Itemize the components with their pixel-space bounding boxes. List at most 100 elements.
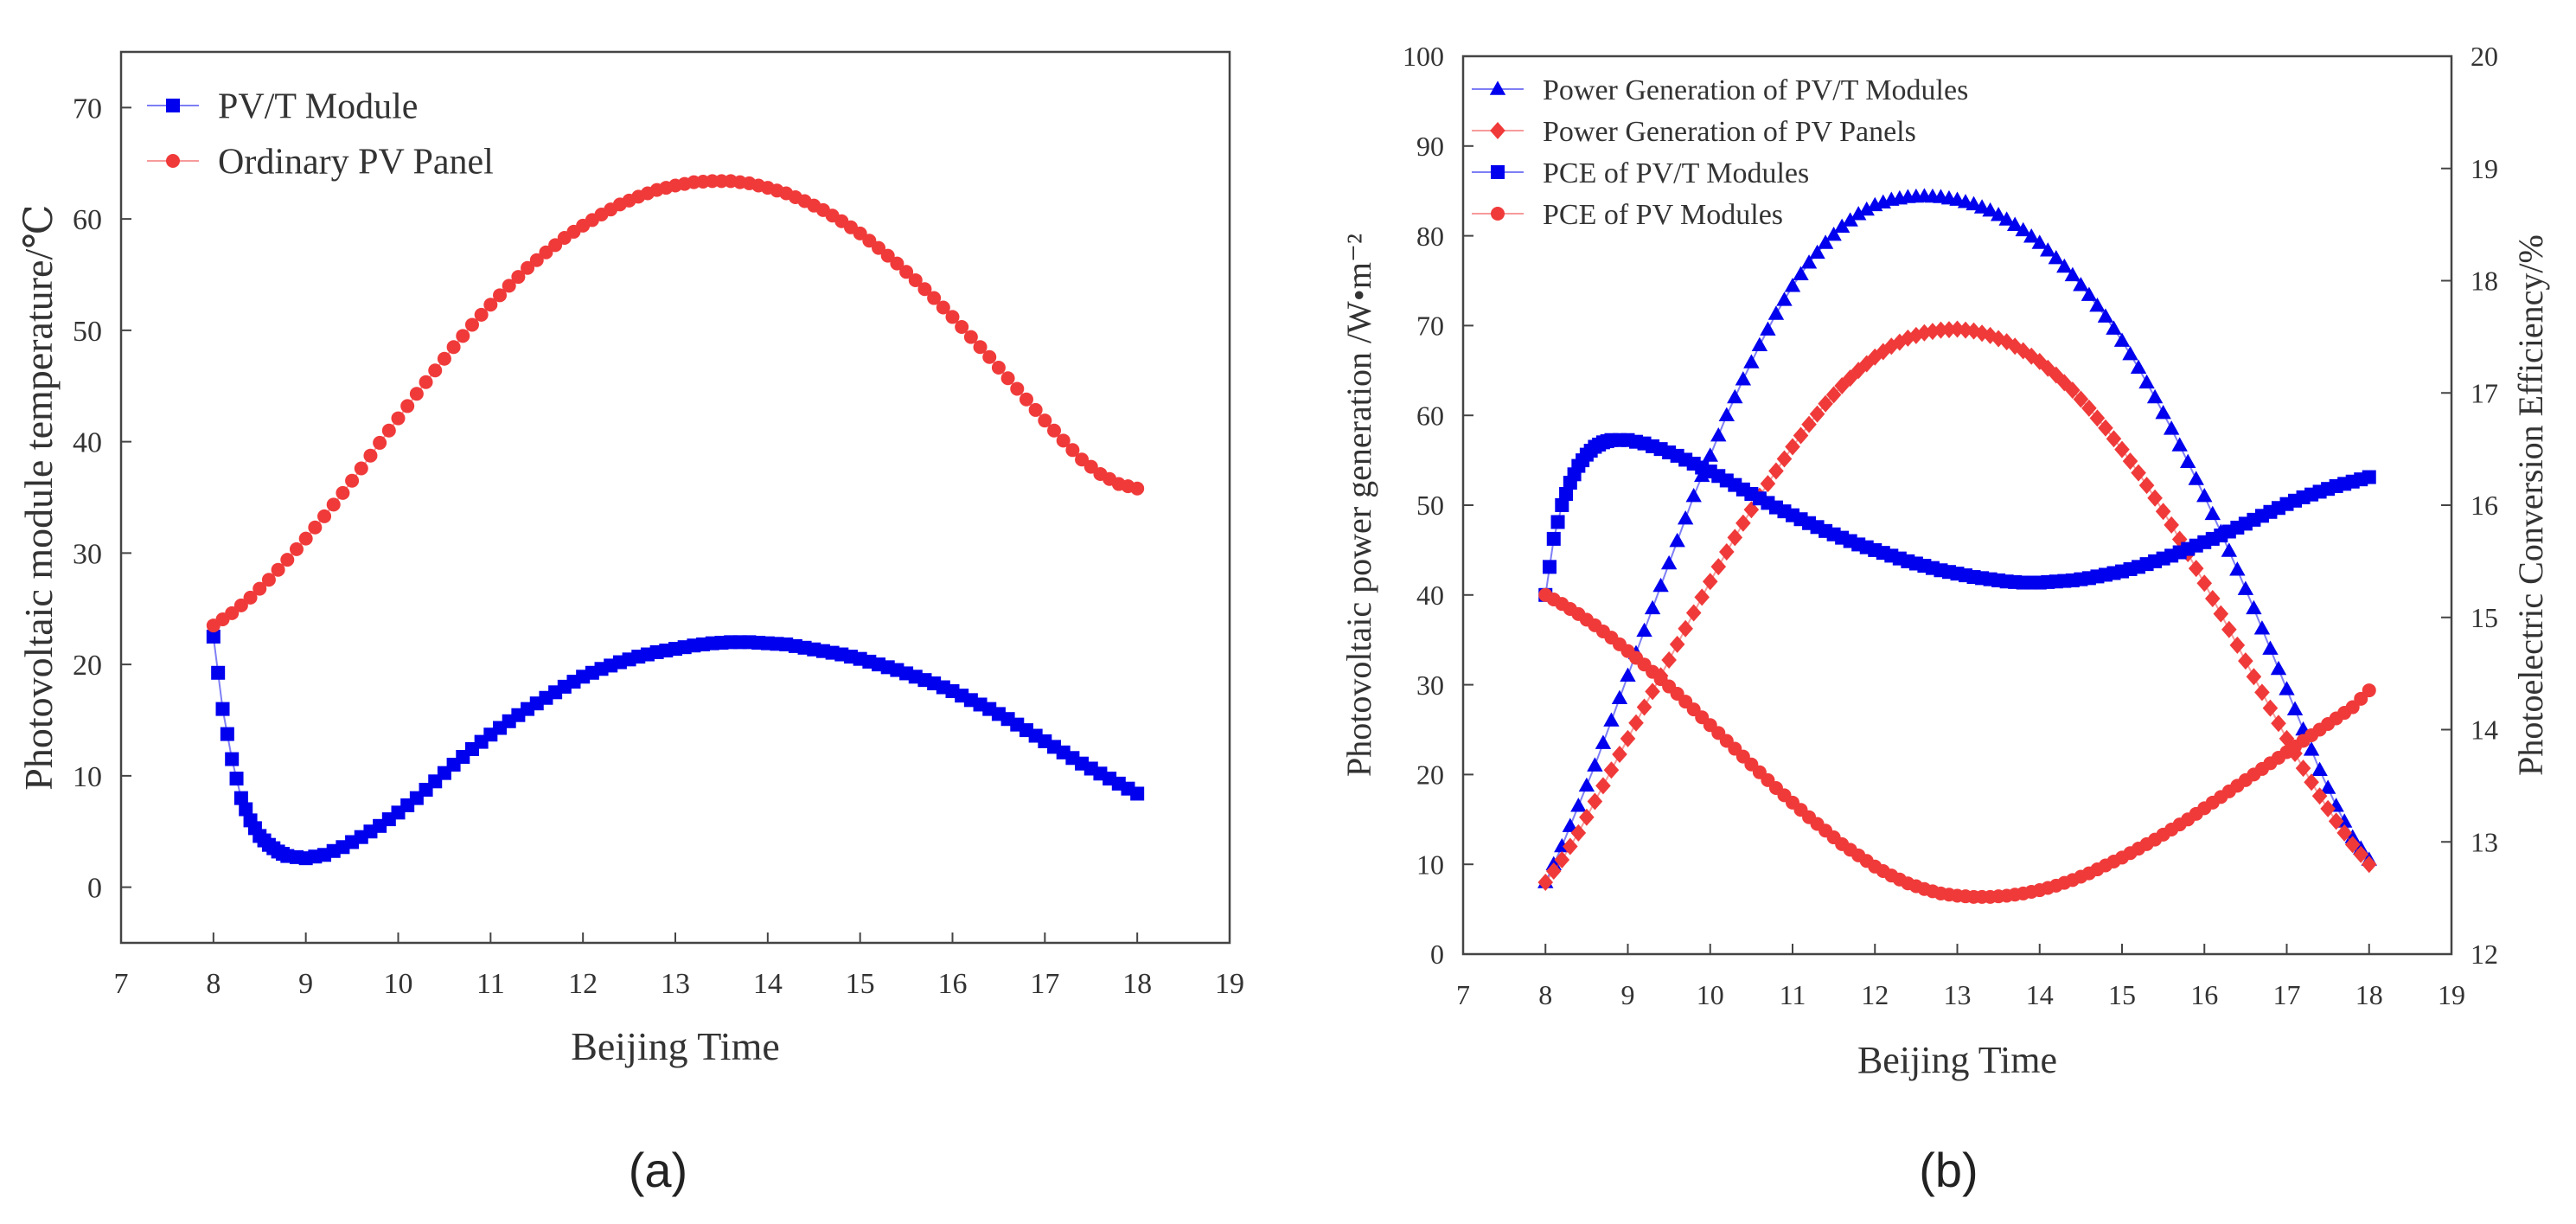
data-point [1966, 195, 1982, 211]
series-line [1544, 593, 2370, 898]
series-line [1544, 328, 2370, 883]
x-tick-label: 14 [2026, 979, 2054, 1010]
data-point [1990, 207, 2007, 221]
data-point [899, 265, 914, 279]
data-point [917, 282, 932, 297]
data-point [2204, 505, 2221, 521]
data-point [955, 320, 969, 335]
data-point [298, 531, 313, 546]
data-point [2362, 683, 2376, 698]
chart-a-y-axis-label: Photovoltaic module temperature/℃ [16, 204, 61, 790]
x-tick-label: 7 [114, 968, 129, 1000]
chart-a-panel-label: (a) [629, 1143, 687, 1197]
legend-item: Power Generation of PV/T Modules [1472, 74, 1968, 106]
legend-marker [166, 99, 180, 112]
data-point [1702, 573, 1718, 591]
data-point [428, 363, 443, 378]
data-point [1661, 651, 1677, 670]
data-point [1545, 862, 1562, 880]
data-point [2048, 249, 2064, 265]
data-point [872, 240, 886, 255]
data-point [1559, 487, 1574, 502]
y-tick-label: 0 [1430, 939, 1444, 970]
data-point [261, 573, 276, 587]
data-point [1735, 514, 1751, 532]
chart-b-x-axis-label: Beijing Time [1857, 1039, 2057, 1081]
data-point [1735, 371, 1752, 386]
data-point [1809, 405, 1825, 423]
x-tick-label: 9 [1621, 979, 1635, 1010]
data-point [2311, 787, 2328, 805]
data-point [1842, 369, 1858, 388]
data-point [1587, 792, 1603, 811]
x-tick-label: 15 [846, 968, 875, 1000]
data-point [493, 288, 508, 303]
data-point [345, 473, 360, 488]
x-tick-label: 13 [1944, 979, 1972, 1010]
data-point [211, 665, 226, 680]
data-point [1010, 381, 1025, 396]
data-point [936, 300, 950, 315]
data-point [2254, 683, 2270, 702]
y2-tick-label: 17 [2471, 377, 2498, 408]
y2-tick-label: 13 [2471, 826, 2498, 857]
data-point [1833, 218, 1851, 234]
data-point [1710, 558, 1727, 576]
legend-label: PV/T Module [218, 87, 418, 127]
data-point [1554, 851, 1570, 869]
y-tick-label: 50 [73, 316, 102, 348]
series-pv-t-module [206, 629, 1145, 866]
data-point [381, 423, 396, 438]
data-point [2362, 470, 2376, 484]
data-point [2130, 359, 2147, 374]
data-point [1933, 321, 1949, 339]
legend-label: Ordinary PV Panel [218, 143, 494, 183]
data-point [2344, 836, 2361, 854]
data-point [1644, 599, 1661, 615]
data-point [1973, 199, 1991, 214]
data-point [1801, 415, 1817, 433]
y2-tick-label: 19 [2471, 153, 2498, 184]
data-point [1702, 447, 1718, 462]
x-tick-label: 11 [476, 968, 505, 1000]
legend-item: PV/T Module [147, 87, 418, 127]
chart-b-y-axis-label: Photovoltaic power generation /W•m⁻² [1339, 234, 1378, 777]
data-point [215, 702, 230, 716]
y-tick-label: 70 [1416, 311, 1444, 342]
data-point [2253, 620, 2271, 635]
data-point [2246, 668, 2262, 686]
data-point [1628, 714, 1644, 732]
data-point [2065, 381, 2081, 400]
data-point [2286, 701, 2304, 715]
data-point [280, 553, 295, 567]
data-point [2040, 242, 2056, 257]
data-point [409, 387, 424, 401]
x-tick-label: 18 [2355, 979, 2383, 1010]
legend-label: PCE of PV Modules [1543, 199, 1783, 231]
data-point [1595, 777, 1611, 795]
data-point [2304, 773, 2319, 791]
data-point [2237, 580, 2254, 595]
data-point [1620, 729, 1636, 747]
data-point [1851, 362, 1866, 380]
chart-a-legend: PV/T Module Ordinary PV Panel [147, 87, 494, 183]
data-point [363, 448, 378, 463]
data-point [2188, 471, 2204, 485]
data-point [1595, 734, 1612, 749]
data-point [2262, 640, 2279, 655]
data-point [206, 629, 221, 644]
data-point [511, 270, 526, 285]
data-point [1800, 254, 1818, 269]
data-point [2106, 430, 2122, 448]
y-tick-label: 20 [73, 650, 102, 682]
legend-item: PCE of PV Modules [1472, 199, 1783, 231]
x-tick-label: 7 [1456, 979, 1470, 1010]
data-point [2007, 337, 2023, 356]
data-point [2064, 266, 2081, 282]
y2-tick-label: 16 [2471, 490, 2498, 521]
data-point [963, 330, 978, 344]
y2-tick-label: 20 [2471, 41, 2498, 72]
data-point [2040, 359, 2056, 377]
data-point [1570, 823, 1587, 842]
data-point [1645, 682, 1660, 701]
